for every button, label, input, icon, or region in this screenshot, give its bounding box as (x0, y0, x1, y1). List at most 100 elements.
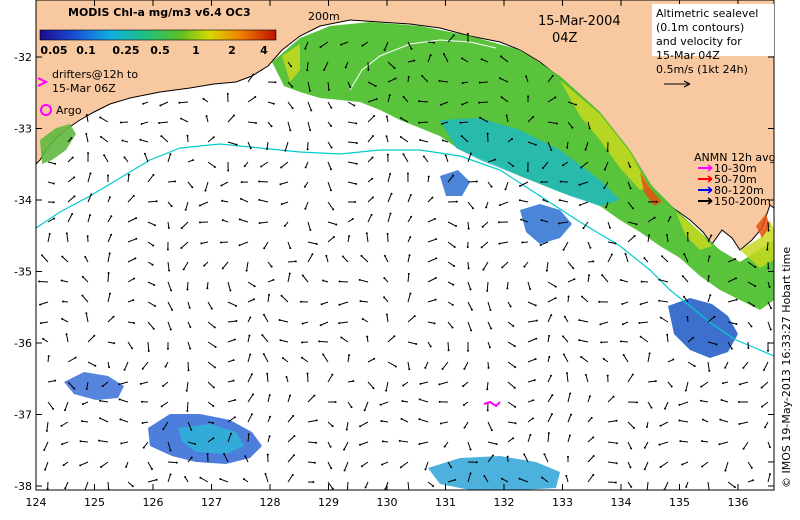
velocity-arrow-head (169, 328, 172, 331)
velocity-arrow (387, 361, 397, 367)
velocity-arrow (144, 153, 149, 163)
velocity-arrow (447, 241, 456, 248)
velocity-arrow (547, 121, 557, 124)
velocity-arrow (683, 253, 689, 263)
y-tick-label: -35 (14, 266, 32, 279)
velocity-arrow-head (301, 322, 304, 325)
velocity-arrow-head (322, 353, 325, 356)
velocity-arrow-head (629, 165, 632, 168)
velocity-arrow (747, 461, 753, 468)
velocity-arrow (607, 254, 613, 263)
velocity-arrow (140, 381, 149, 385)
velocity-arrow (486, 381, 489, 390)
velocity-arrow-head (61, 255, 64, 258)
velocity-arrow-head (390, 192, 393, 195)
velocity-arrow (640, 336, 649, 343)
velocity-arrow (467, 441, 472, 450)
velocity-arrow-head (462, 385, 465, 388)
velocity-arrow (579, 181, 589, 186)
velocity-arrow (547, 75, 554, 83)
velocity-arrow (347, 355, 350, 363)
velocity-arrow-head (289, 394, 292, 397)
velocity-arrow-head (409, 292, 412, 295)
velocity-arrow-head (701, 418, 704, 421)
velocity-arrow-head (733, 486, 736, 489)
velocity-arrow-head (580, 295, 583, 298)
velocity-arrow-head (550, 149, 553, 152)
velocity-arrow-head (592, 455, 595, 458)
velocity-arrow (587, 275, 590, 283)
velocity-arrow-head (383, 254, 386, 257)
velocity-arrow-head (360, 254, 363, 257)
velocity-arrow-head (187, 369, 190, 372)
velocity-arrow-head (219, 478, 222, 481)
velocity-arrow-head (701, 465, 704, 468)
velocity-arrow-head (329, 168, 332, 171)
velocity-arrow-head (422, 155, 425, 158)
velocity-arrow-head (98, 439, 101, 442)
velocity-arrow-head (79, 464, 82, 467)
velocity-arrow (401, 418, 409, 423)
velocity-arrow-head (272, 102, 275, 105)
velocity-arrow (367, 115, 375, 123)
velocity-arrow (347, 401, 352, 408)
velocity-arrow (147, 479, 157, 483)
velocity-arrow-head (74, 356, 77, 359)
velocity-arrow-head (612, 395, 615, 398)
velocity-arrow-head (110, 215, 113, 218)
velocity-arrow (664, 401, 669, 409)
velocity-arrow-head (64, 487, 67, 490)
velocity-arrow (147, 221, 156, 226)
velocity-arrow-head (260, 165, 263, 168)
velocity-arrow (563, 354, 569, 363)
colorbar-tick-label: 4 (260, 44, 268, 57)
velocity-arrow-head (266, 147, 269, 150)
velocity-arrow-head (532, 115, 535, 118)
velocity-arrow (147, 241, 154, 246)
velocity-arrow (420, 139, 429, 143)
velocity-arrow-head (123, 156, 126, 159)
velocity-arrow-head (87, 152, 90, 155)
velocity-arrow (99, 417, 109, 423)
velocity-arrow (407, 41, 412, 50)
velocity-arrow (587, 121, 591, 129)
velocity-arrow (99, 117, 109, 123)
velocity-arrow (387, 335, 395, 343)
velocity-arrow (419, 398, 429, 403)
velocity-arrow-head (672, 358, 675, 361)
velocity-arrow (381, 461, 389, 466)
velocity-arrow (646, 481, 649, 490)
velocity-arrow-head (142, 102, 145, 105)
velocity-arrow-head (229, 289, 232, 292)
velocity-arrow-head (315, 441, 318, 444)
velocity-arrow-head (500, 96, 503, 99)
velocity-arrow-head (402, 95, 405, 98)
velocity-arrow (64, 481, 69, 489)
velocity-arrow-head (249, 316, 252, 319)
velocity-arrow (681, 461, 689, 466)
velocity-arrow-head (643, 468, 646, 471)
velocity-arrow (682, 275, 689, 283)
velocity-arrow (527, 379, 535, 383)
velocity-arrow-head (602, 357, 605, 360)
velocity-arrow (486, 281, 489, 291)
velocity-arrow (747, 281, 756, 287)
velocity-arrow-head (71, 212, 74, 215)
velocity-arrow-head (301, 341, 304, 344)
velocity-arrow-head (385, 313, 388, 316)
velocity-arrow (67, 176, 75, 183)
velocity-arrow-head (330, 467, 333, 470)
velocity-arrow (387, 193, 392, 203)
velocity-arrow-head (292, 454, 295, 457)
velocity-arrow-head (189, 347, 192, 350)
velocity-arrow (481, 58, 489, 63)
velocity-arrow (487, 441, 497, 445)
velocity-arrow (66, 334, 69, 343)
velocity-arrow (280, 339, 289, 343)
velocity-arrow-head (61, 317, 64, 320)
velocity-arrow-head (529, 288, 532, 291)
velocity-arrow-head (383, 296, 386, 299)
velocity-arrow-head (212, 404, 215, 407)
velocity-arrow (467, 301, 473, 310)
colorbar-tick-label: 0.5 (150, 44, 170, 57)
